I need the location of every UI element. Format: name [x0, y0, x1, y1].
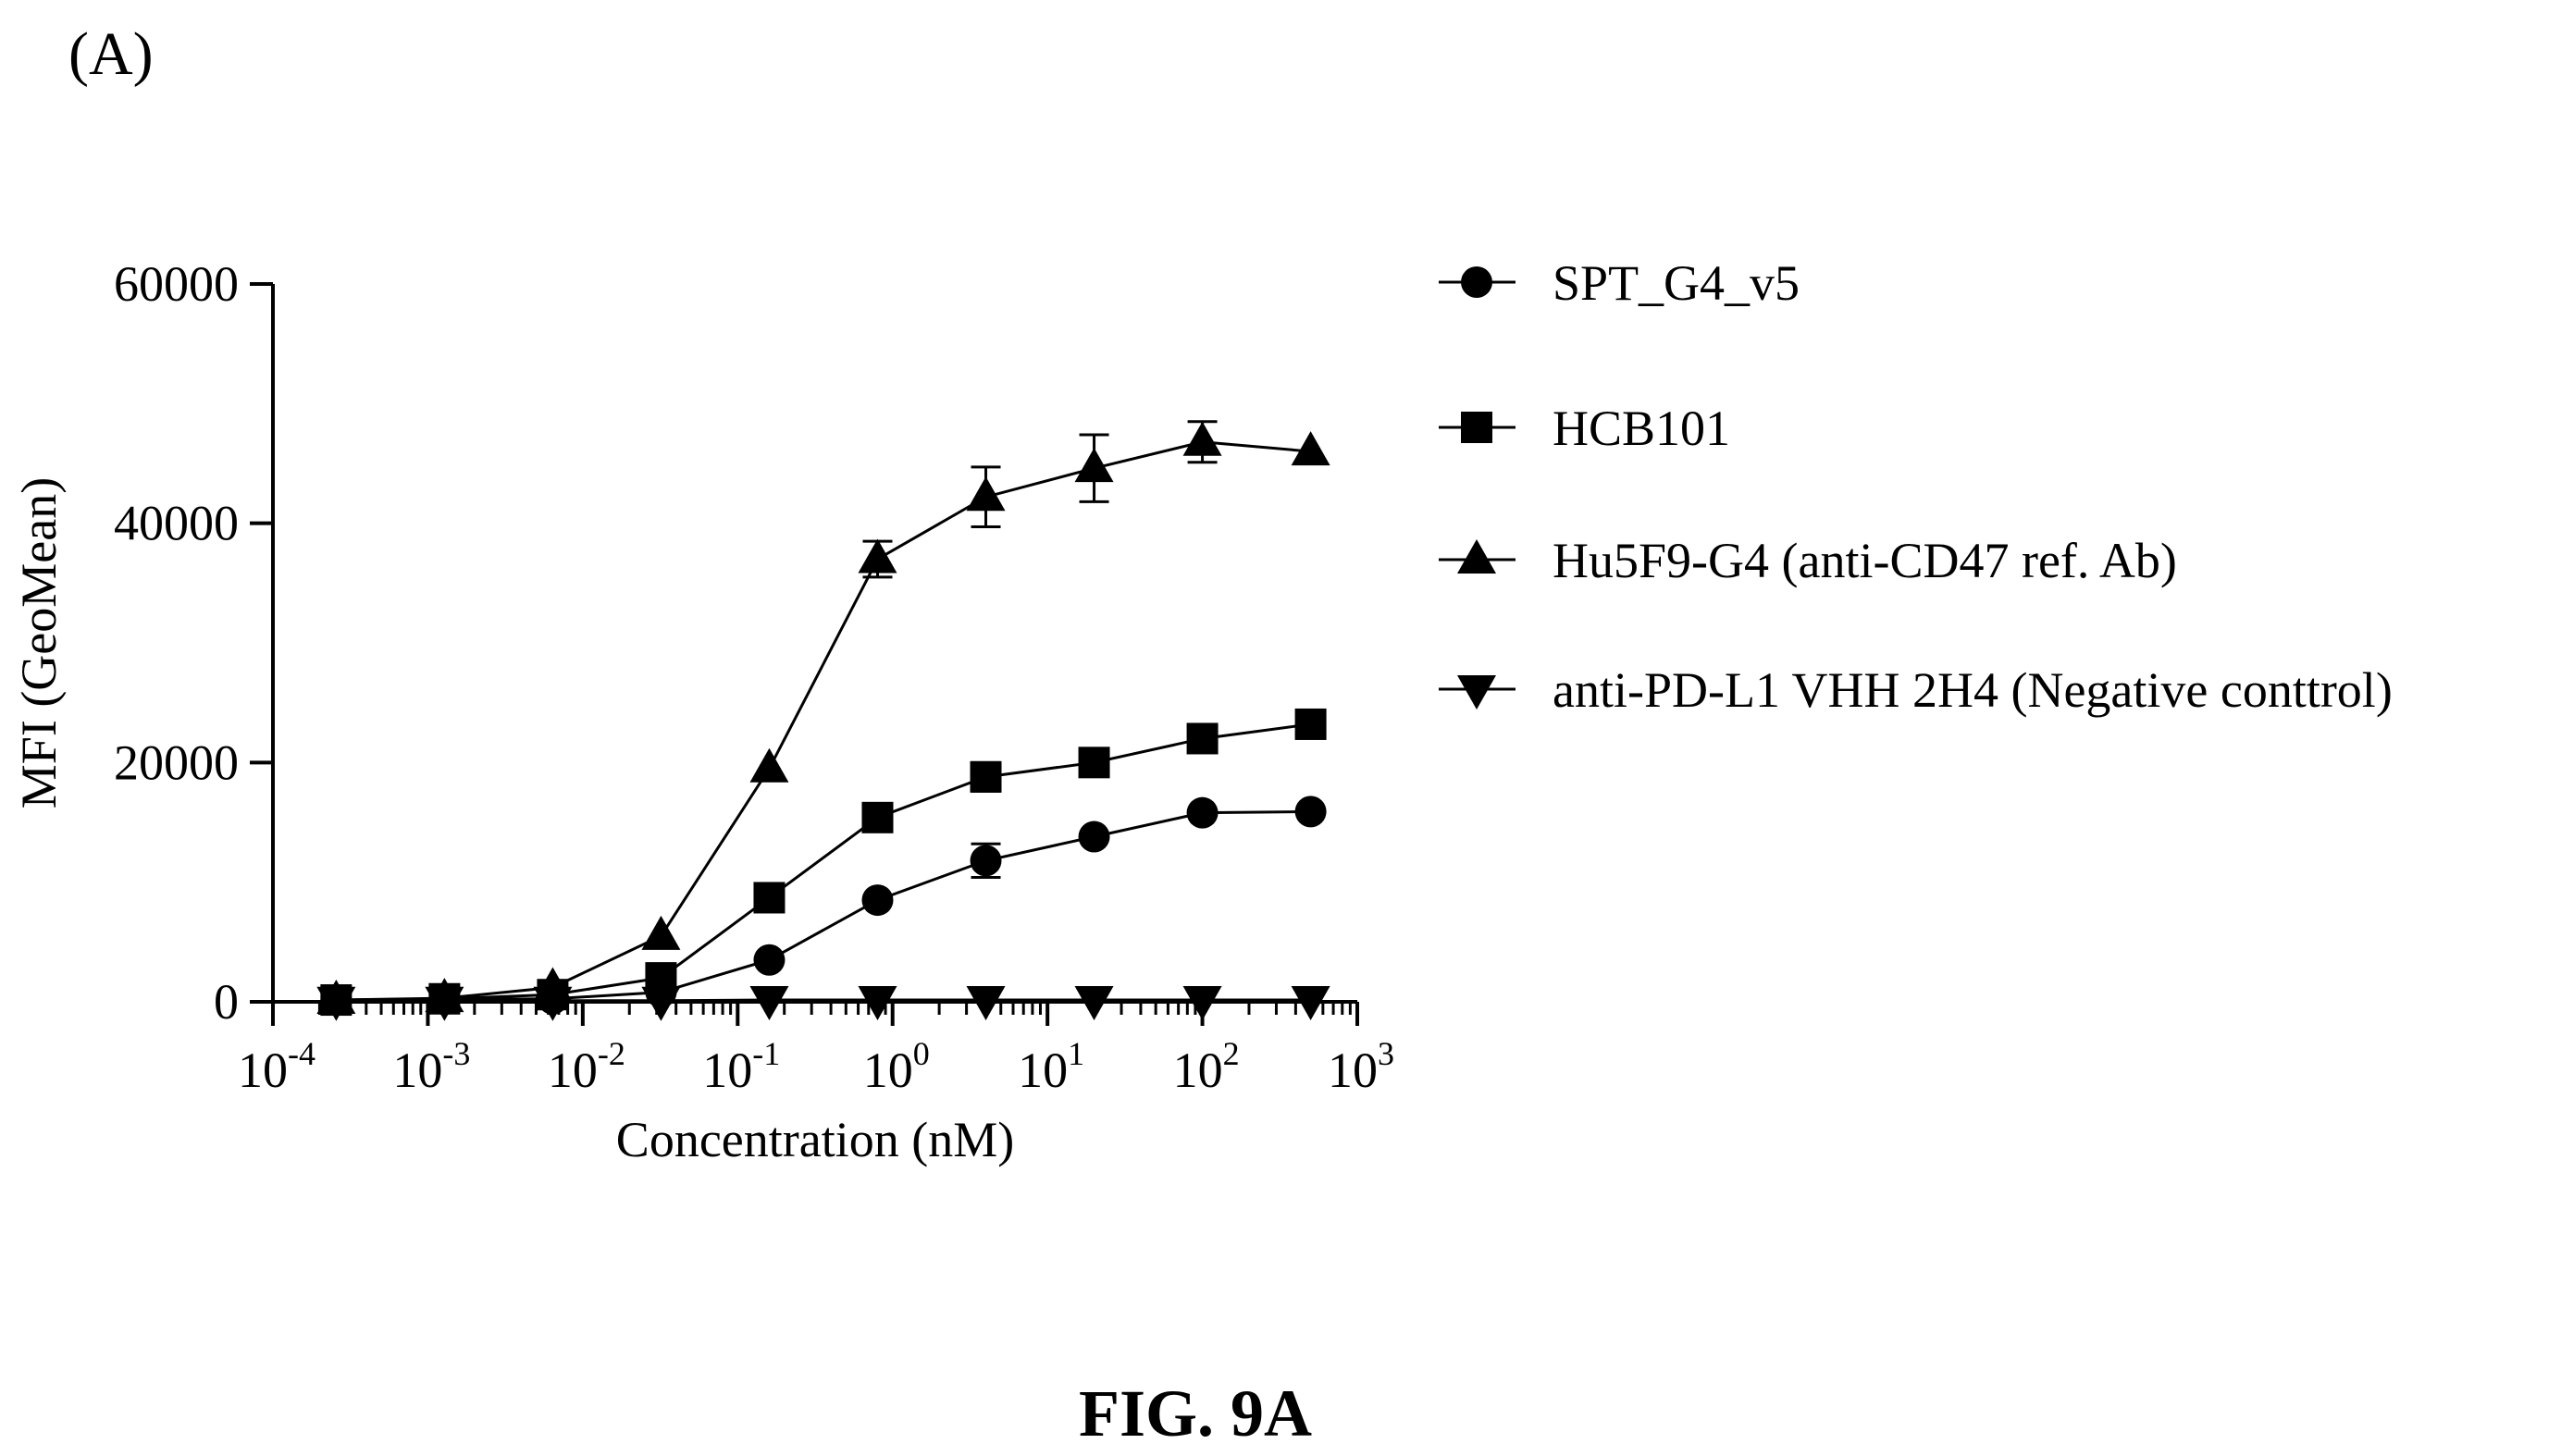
x-tick-base: 10: [1018, 1043, 1068, 1098]
data-point: [533, 986, 573, 1021]
y-tick-label: 60000: [114, 256, 239, 312]
figure-caption: FIG. 9A: [1079, 1376, 1312, 1450]
data-point: [1074, 448, 1114, 483]
x-tick-label: 100: [863, 1035, 930, 1098]
legend-label: Hu5F9-G4 (anti-CD47 ref. Ab): [1553, 533, 2177, 588]
series-line: [336, 722, 1311, 1002]
legend-marker: [1457, 675, 1496, 709]
legend-item: SPT_G4_v5: [1439, 255, 1800, 311]
series-circle: [320, 796, 1327, 1017]
x-tick-label: 103: [1328, 1035, 1394, 1098]
x-tick-label: 10-4: [238, 1035, 315, 1098]
x-tick-base: 10: [392, 1043, 442, 1098]
x-tick-exponent: 3: [1378, 1035, 1394, 1072]
data-point: [1186, 796, 1219, 829]
x-tick-exponent: -3: [442, 1035, 470, 1072]
x-tick-exponent: -2: [598, 1035, 625, 1072]
data-point: [858, 538, 897, 574]
data-point: [1186, 722, 1219, 755]
data-point: [1182, 986, 1222, 1021]
x-tick-label: 10-2: [548, 1035, 625, 1098]
data-point: [861, 884, 894, 917]
y-tick-label: 20000: [114, 734, 239, 790]
series-square: [320, 708, 1327, 1017]
x-tick-exponent: -1: [752, 1035, 780, 1072]
legend-marker: [1457, 539, 1496, 574]
series-line: [336, 440, 1311, 1002]
x-axis-label: Concentration (nM): [616, 1112, 1014, 1167]
data-point: [749, 986, 789, 1021]
data-point: [1291, 431, 1330, 466]
data-point: [641, 915, 681, 950]
data-point: [858, 986, 897, 1021]
x-tick-exponent: 1: [1068, 1035, 1084, 1072]
panel-label: (A): [68, 20, 154, 88]
data-point: [641, 986, 681, 1021]
legend-label: HCB101: [1553, 401, 1730, 456]
legend: SPT_G4_v5 HCB101 Hu5F9-G4 (anti-CD47 ref. …: [1439, 255, 2393, 718]
series-line: [336, 998, 1311, 1003]
data-point: [861, 801, 894, 833]
x-tick-exponent: 0: [913, 1035, 930, 1072]
series-triangle-down: [316, 986, 1330, 1021]
legend-label: anti-PD-L1 VHH 2H4 (Negative conttrol): [1553, 662, 2393, 718]
data-point: [970, 760, 1002, 793]
data-point: [966, 476, 1006, 512]
x-tick-label: 101: [1018, 1035, 1084, 1098]
data-point: [425, 986, 464, 1021]
legend-item: anti-PD-L1 VHH 2H4 (Negative conttrol): [1439, 662, 2393, 718]
data-point: [1294, 796, 1327, 828]
legend-item: HCB101: [1439, 401, 1730, 456]
x-tick-exponent: 2: [1223, 1035, 1240, 1072]
x-tick-exponent: -4: [288, 1035, 315, 1072]
x-tick-base: 10: [238, 1043, 288, 1098]
y-ticks: 0 20000 40000 60000: [114, 256, 273, 1030]
series-layer: [316, 420, 1330, 1021]
data-point: [753, 882, 786, 914]
data-point: [753, 944, 786, 976]
data-point: [970, 845, 1002, 877]
x-tick-label: 10-3: [392, 1035, 470, 1098]
x-tick-label: 10-1: [702, 1035, 780, 1098]
x-ticks: 10-4 10-3 10-2 10-1 100 101 102 103: [238, 1002, 1394, 1098]
data-point: [1291, 986, 1330, 1021]
x-tick-label: 102: [1173, 1035, 1240, 1098]
legend-marker: [1461, 412, 1492, 443]
y-axis-label: MFI (GeoMean): [11, 477, 67, 808]
data-point: [1078, 821, 1110, 853]
y-tick-label: 0: [214, 974, 239, 1030]
data-point: [966, 986, 1006, 1021]
legend-item: Hu5F9-G4 (anti-CD47 ref. Ab): [1439, 533, 2177, 588]
data-point: [1074, 986, 1114, 1021]
data-point: [1182, 421, 1222, 456]
x-tick-base: 10: [863, 1043, 913, 1098]
x-tick-base: 10: [702, 1043, 752, 1098]
legend-marker: [1461, 266, 1492, 298]
x-tick-base: 10: [1328, 1043, 1378, 1098]
series-triangle-up: [316, 420, 1330, 1015]
legend-label: SPT_G4_v5: [1553, 255, 1800, 311]
x-tick-base: 10: [548, 1043, 598, 1098]
x-tick-base: 10: [1173, 1043, 1223, 1098]
y-tick-label: 40000: [114, 496, 239, 551]
series-line: [336, 809, 1311, 1002]
data-point: [1294, 708, 1327, 740]
data-point: [749, 747, 789, 783]
data-point: [1078, 747, 1110, 779]
data-point: [316, 986, 356, 1021]
